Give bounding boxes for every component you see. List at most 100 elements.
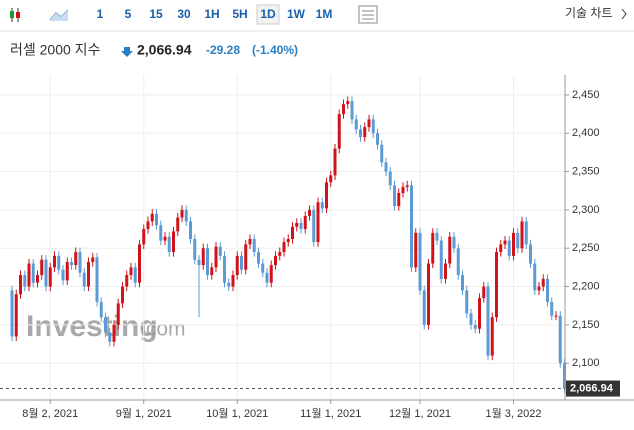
candle-body [363,127,367,138]
candle-body [503,240,507,245]
candle-icon[interactable] [10,8,20,22]
candle-body [342,104,345,115]
last-price-label: 2,066.94 [570,382,614,394]
candle-body [210,267,214,276]
candle-body [316,202,320,243]
interval-button[interactable]: 5H [232,7,247,21]
candle-body [520,221,524,249]
candle-body [320,202,324,209]
candle-body [350,101,354,120]
candle-body [172,231,175,253]
candle-body [388,171,392,186]
candle-body [499,244,503,253]
candle-body [516,232,520,249]
candle-body [422,290,426,325]
candle-body [354,119,358,130]
candle-body [70,262,73,266]
candle-body [133,267,137,283]
candle-body [104,317,107,333]
technical-chart-link[interactable]: 기술 차트 [565,6,613,20]
interval-button[interactable]: 5 [125,7,132,21]
candle-body [91,257,95,263]
candle-body [261,263,265,273]
candle-body [240,255,243,270]
candle-body [410,185,413,268]
candle-body [146,221,150,230]
candle-body [478,298,481,329]
candle-body [65,262,69,281]
candle-body [99,301,103,318]
x-tick-label: 1월 3, 2022 [486,407,542,420]
candle-body [244,244,248,270]
settings-icon[interactable] [358,5,378,24]
candle-body [206,248,209,276]
candle-body [427,263,430,325]
candle-body [95,257,99,302]
y-tick-label: 2,400 [572,127,600,139]
interval-button[interactable]: 1H [204,7,219,21]
candle-body [473,324,477,329]
interval-button[interactable]: 1 [97,7,104,21]
candle-body [180,209,184,218]
candle-body [558,315,562,364]
candle-body [201,248,205,266]
candle-body [495,252,498,318]
candle-body [252,239,256,253]
candle-body [78,252,82,273]
candle-body [176,217,180,232]
candle-body [295,222,299,227]
down-arrow [121,47,133,57]
candle-body [87,262,90,287]
interval-button[interactable]: 1M [316,7,333,21]
candle-body [346,101,350,105]
y-tick-label: 2,250 [572,242,600,254]
candle-body [40,259,44,276]
candle-body [27,263,31,287]
area-icon-fill [50,10,68,21]
interval-button[interactable]: 1D [260,7,276,21]
candle-body [461,275,464,291]
y-tick-label: 2,300 [572,204,600,216]
candle-body [537,286,541,291]
candle-body [167,236,171,253]
candle-body [405,185,409,187]
candle-body [456,248,460,276]
candle-body [465,290,469,314]
candle-body [431,232,435,264]
candle-body [554,315,558,317]
interval-button[interactable]: 1W [287,7,306,21]
candle-body [150,213,154,222]
candle-body [235,255,239,276]
candle-body [533,263,537,291]
interval-button[interactable]: 15 [149,7,163,21]
candle-body [138,244,141,283]
candle-body [53,255,56,268]
candle-body [125,275,129,287]
candle-body [155,213,158,226]
candle-body [57,255,61,270]
candle-body [414,232,418,268]
candle-body [108,332,112,342]
candle-body [274,255,277,266]
candle-body [359,129,362,138]
candle-body [74,252,78,266]
candle-body [48,267,52,287]
candle-body [269,265,273,283]
candle-body [184,209,188,222]
candle-body [546,278,549,302]
candle-body [418,232,422,291]
candle-body [325,182,328,209]
instrument-name: 러셀 2000 지수 [10,42,101,58]
candle-body [371,119,375,134]
x-tick-label: 10월 1, 2021 [206,407,268,420]
candle-body [10,290,14,337]
y-tick-label: 2,450 [572,89,600,101]
candle-body [189,221,192,240]
selected-interval-box [256,4,280,25]
watermark-brand: Investing [26,310,158,343]
candle-body [44,259,48,287]
interval-button[interactable]: 30 [177,7,191,21]
candle-body [218,246,222,256]
candle-body [303,216,307,230]
plot [0,75,566,400]
